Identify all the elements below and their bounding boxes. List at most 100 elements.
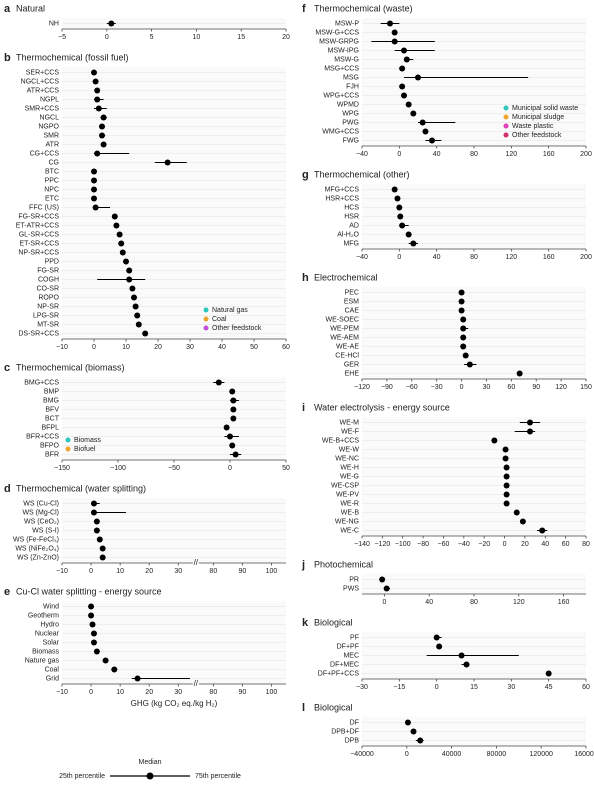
x-tick-label: 90 xyxy=(532,384,540,391)
x-tick-label: 15 xyxy=(237,34,245,41)
category-label: NGCL xyxy=(40,114,60,121)
median-dot xyxy=(417,737,424,744)
category-label: FWG xyxy=(343,137,359,144)
median-dot xyxy=(458,289,465,296)
x-tick-label: 100 xyxy=(266,568,278,575)
x-tick-label: 90 xyxy=(239,689,247,696)
x-tick-label: 50 xyxy=(282,465,290,472)
median-dot xyxy=(111,666,118,673)
category-label: BMP xyxy=(44,388,60,395)
median-dot xyxy=(396,204,403,211)
category-label: WE-PEM xyxy=(330,325,359,332)
category-label: WE-CSP xyxy=(331,482,359,489)
x-tick-label: −30 xyxy=(431,384,443,391)
category-label: Solar xyxy=(43,639,60,646)
median-dot xyxy=(99,123,105,130)
median-dot xyxy=(100,141,107,148)
category-label: DF xyxy=(350,719,359,726)
x-tick-label: 0 xyxy=(405,751,409,758)
median-dot xyxy=(460,316,467,323)
category-label: ET-ATR+CCS xyxy=(16,222,60,229)
median-dot xyxy=(91,168,97,175)
panel-title: Thermochemical (biomass) xyxy=(16,362,125,372)
x-tick-label: 150 xyxy=(580,384,592,391)
median-dot xyxy=(131,294,137,301)
median-dot xyxy=(399,65,406,72)
median-dot xyxy=(129,285,136,292)
legend-label: Natural gas xyxy=(212,307,248,314)
median-dot xyxy=(230,397,237,404)
x-tick-label: −30 xyxy=(356,684,368,691)
panel-letter: a xyxy=(4,3,11,15)
plot-bg xyxy=(62,67,286,339)
legend-marker xyxy=(503,105,509,111)
median-dot xyxy=(404,719,411,726)
median-dot xyxy=(90,500,97,507)
median-dot xyxy=(164,159,171,166)
median-dot xyxy=(383,585,390,592)
median-dot xyxy=(519,518,526,525)
category-label: MSW-P xyxy=(335,20,359,27)
median-dot xyxy=(126,267,133,274)
category-label: WE-H xyxy=(340,464,359,471)
median-dot xyxy=(403,56,410,63)
median-dot xyxy=(99,132,105,139)
key: Median 25th percentile 75th percentile xyxy=(59,759,241,780)
x-tick-label: 120000 xyxy=(530,751,553,758)
median-dot xyxy=(405,101,412,108)
median-dot xyxy=(460,334,467,341)
category-label: MSW-GRPG xyxy=(319,38,359,45)
median-dot xyxy=(95,105,102,112)
category-label: WS (Mg-Cl) xyxy=(22,509,59,516)
panel-title: Thermochemical (water splitting) xyxy=(16,483,146,493)
category-label: WE-B+CCS xyxy=(322,437,359,444)
x-tick-label: 0 xyxy=(92,344,96,351)
x-tick-label: 80 xyxy=(470,599,478,606)
median-dot xyxy=(462,352,469,359)
x-tick-label: 40 xyxy=(218,344,226,351)
category-label: WE-C xyxy=(340,527,359,534)
x-axis-label: GHG (kg CO₂ eq./kg H₂) xyxy=(131,699,218,708)
x-tick-label: 0 xyxy=(89,689,93,696)
x-tick-label: 90 xyxy=(239,568,247,575)
median-dot xyxy=(99,554,106,561)
category-label: Nature gas xyxy=(25,657,60,664)
x-tick-label: 0 xyxy=(397,151,401,158)
legend-label: Other feedstock xyxy=(512,132,562,139)
category-label: MSW-G+CCS xyxy=(315,29,359,36)
x-tick-label: 120 xyxy=(555,384,567,391)
panel-letter: f xyxy=(302,3,306,15)
category-label: WMG+CCS xyxy=(322,128,359,135)
category-label: ETC xyxy=(45,195,59,202)
panel-title: Photochemical xyxy=(314,559,373,569)
median-dot xyxy=(102,657,109,664)
x-tick-label: 60 xyxy=(507,384,515,391)
panel-title: Thermochemical (other) xyxy=(314,169,410,179)
legend-marker xyxy=(203,325,209,331)
legend-marker xyxy=(503,123,509,129)
x-tick-label: 120 xyxy=(505,151,517,158)
category-label: DF+PF+CCS xyxy=(318,670,360,677)
x-tick-label: −40 xyxy=(356,254,368,261)
legend-marker xyxy=(203,307,209,313)
category-label: WPMD xyxy=(337,101,359,108)
category-label: LPG-SR xyxy=(33,312,59,319)
category-label: WS (Cu-Cl) xyxy=(23,500,59,507)
plot-bg xyxy=(362,287,586,379)
median-dot xyxy=(513,509,520,516)
legend-label: Waste plastic xyxy=(512,123,554,130)
median-dot xyxy=(123,258,129,265)
category-label: NGCL+CCS xyxy=(21,78,60,85)
category-label: ESM xyxy=(344,298,359,305)
x-tick-label: 0 xyxy=(435,684,439,691)
axis-break: // xyxy=(194,679,199,688)
category-label: WS (CeO₂) xyxy=(24,518,59,525)
legend-marker xyxy=(65,437,71,443)
median-dot xyxy=(503,491,510,498)
panel-title: Water electrolysis - energy source xyxy=(314,402,450,412)
x-tick-label: −50 xyxy=(168,465,180,472)
category-label: Coal xyxy=(45,666,60,673)
median-dot xyxy=(223,424,230,431)
category-label: SMR+CCS xyxy=(25,105,60,112)
category-label: Grid xyxy=(46,675,59,682)
